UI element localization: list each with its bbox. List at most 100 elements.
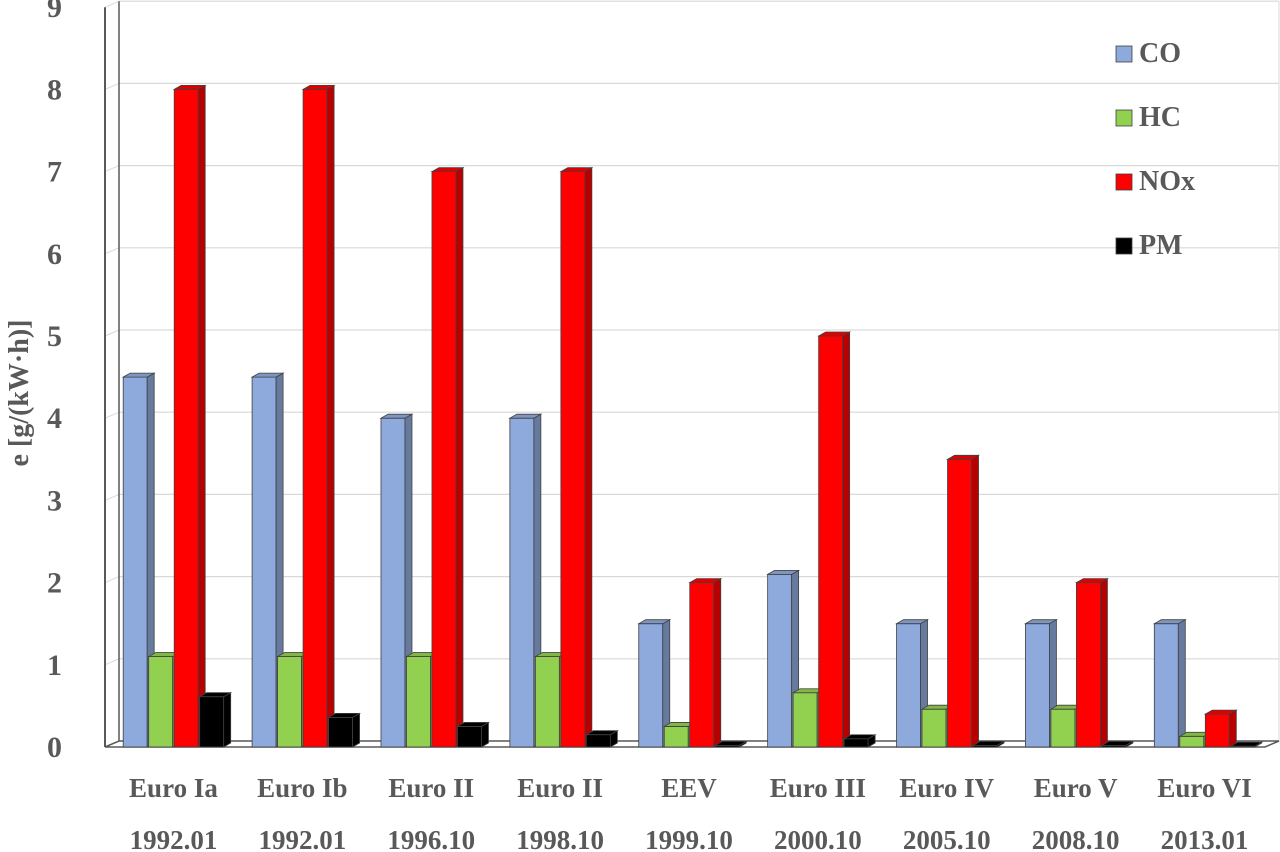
bar-side xyxy=(326,84,335,748)
legend-item-co: CO xyxy=(1115,38,1181,69)
bar-pm xyxy=(327,712,362,748)
bar-top xyxy=(1100,740,1135,746)
bar-top xyxy=(713,740,748,746)
x-category-label: Euro Ia xyxy=(129,773,218,803)
bar-top xyxy=(971,740,1006,746)
bar-front xyxy=(896,623,921,748)
legend: CO HC NOx PM xyxy=(1115,38,1195,261)
x-category-date: 1992.01 xyxy=(130,825,218,852)
x-category-label: Euro V xyxy=(1034,773,1118,803)
bar-front xyxy=(1153,623,1179,748)
bar-top xyxy=(584,730,619,736)
bar-front xyxy=(792,692,818,748)
bar-top xyxy=(455,722,490,727)
bar-top xyxy=(172,85,207,90)
bar-top xyxy=(817,331,852,337)
bar-front xyxy=(457,726,482,748)
bar-front xyxy=(1076,582,1101,748)
legend-label: HC xyxy=(1139,102,1181,133)
bar-front xyxy=(277,656,302,748)
bar-top xyxy=(946,454,981,460)
y-tick-labels: 0 1 2 3 4 5 6 7 8 9 xyxy=(47,0,62,764)
bar-front xyxy=(199,696,225,748)
bar-front xyxy=(1204,713,1230,748)
bar-front xyxy=(173,89,199,748)
y-tick-label: 3 xyxy=(47,484,62,517)
legend-label: PM xyxy=(1139,230,1183,261)
bar-top xyxy=(842,734,877,740)
bar-top xyxy=(1023,619,1058,625)
bar-front xyxy=(818,335,844,748)
bar-front xyxy=(431,171,457,748)
y-tick-label: 8 xyxy=(47,73,62,106)
bar-top xyxy=(1229,741,1264,747)
bar-front xyxy=(1025,623,1050,748)
bar-front xyxy=(560,171,586,748)
bar-top xyxy=(430,167,465,173)
bar-co xyxy=(637,619,672,748)
bar-pm xyxy=(1229,741,1264,748)
legend-swatch xyxy=(1115,173,1133,191)
y-tick-label: 5 xyxy=(47,320,62,353)
bar-side xyxy=(1100,577,1108,748)
side-gridline xyxy=(104,165,120,173)
bar-pm xyxy=(584,729,619,748)
bar-front xyxy=(585,734,611,748)
bar-nox xyxy=(172,84,207,748)
bars xyxy=(121,84,1264,748)
x-category-date: 2013.01 xyxy=(1161,825,1249,852)
bar-side xyxy=(1228,709,1237,748)
side-gridline xyxy=(104,247,120,255)
legend-swatch xyxy=(1115,45,1133,63)
bar-nox xyxy=(1074,577,1109,748)
bar-nox xyxy=(946,454,981,748)
bar-side xyxy=(584,166,593,748)
y-tick-label: 7 xyxy=(47,156,62,189)
bar-side xyxy=(197,84,206,748)
bar-front xyxy=(328,717,353,748)
bar-side xyxy=(223,692,232,748)
side-gridline xyxy=(104,329,120,337)
bar-top xyxy=(1203,709,1238,715)
bar-top xyxy=(508,413,543,419)
bar-front xyxy=(843,738,869,748)
bar-top xyxy=(301,85,336,90)
side-gridline xyxy=(104,82,120,90)
bar-front xyxy=(251,376,277,748)
bar-pm xyxy=(971,740,1006,748)
side-gridline xyxy=(104,493,120,501)
y-tick-label: 9 xyxy=(47,0,62,24)
bar-pm xyxy=(455,721,490,748)
bar-nox xyxy=(430,166,465,748)
x-category-date: 1998.10 xyxy=(516,825,604,852)
legend-label: CO xyxy=(1139,38,1181,69)
bar-top xyxy=(895,619,930,625)
x-category-labels: Euro Ia 1992.01 Euro Ib 1992.01 Euro II 1996.… xyxy=(129,773,1252,852)
bar-pm xyxy=(842,734,877,748)
bar-front xyxy=(947,458,972,748)
bar-nox xyxy=(688,577,723,748)
bar-front xyxy=(302,89,328,748)
bar-front xyxy=(767,573,793,748)
bar-top xyxy=(637,619,672,625)
bar-front xyxy=(122,376,148,748)
bar-front xyxy=(921,708,947,748)
bar-co xyxy=(1152,619,1187,748)
y-axis-label: e [g/(kW·h)] xyxy=(4,320,35,467)
bar-side xyxy=(842,331,851,748)
x-category-date: 1999.10 xyxy=(645,825,733,852)
bar-nox xyxy=(1203,709,1238,748)
bar-top xyxy=(327,713,362,718)
bar-top xyxy=(379,413,414,419)
bar-side xyxy=(971,454,979,748)
side-gridline xyxy=(104,576,120,584)
legend-item-hc: HC xyxy=(1115,102,1181,133)
legend-swatch xyxy=(1115,109,1133,127)
x-category-label: Euro VI xyxy=(1157,773,1251,803)
bar-top xyxy=(766,569,801,575)
bar-top xyxy=(559,167,594,173)
bar-top xyxy=(1152,619,1187,625)
bar-top xyxy=(688,578,723,583)
side-gridline xyxy=(104,0,120,8)
bar-front xyxy=(1050,708,1076,748)
